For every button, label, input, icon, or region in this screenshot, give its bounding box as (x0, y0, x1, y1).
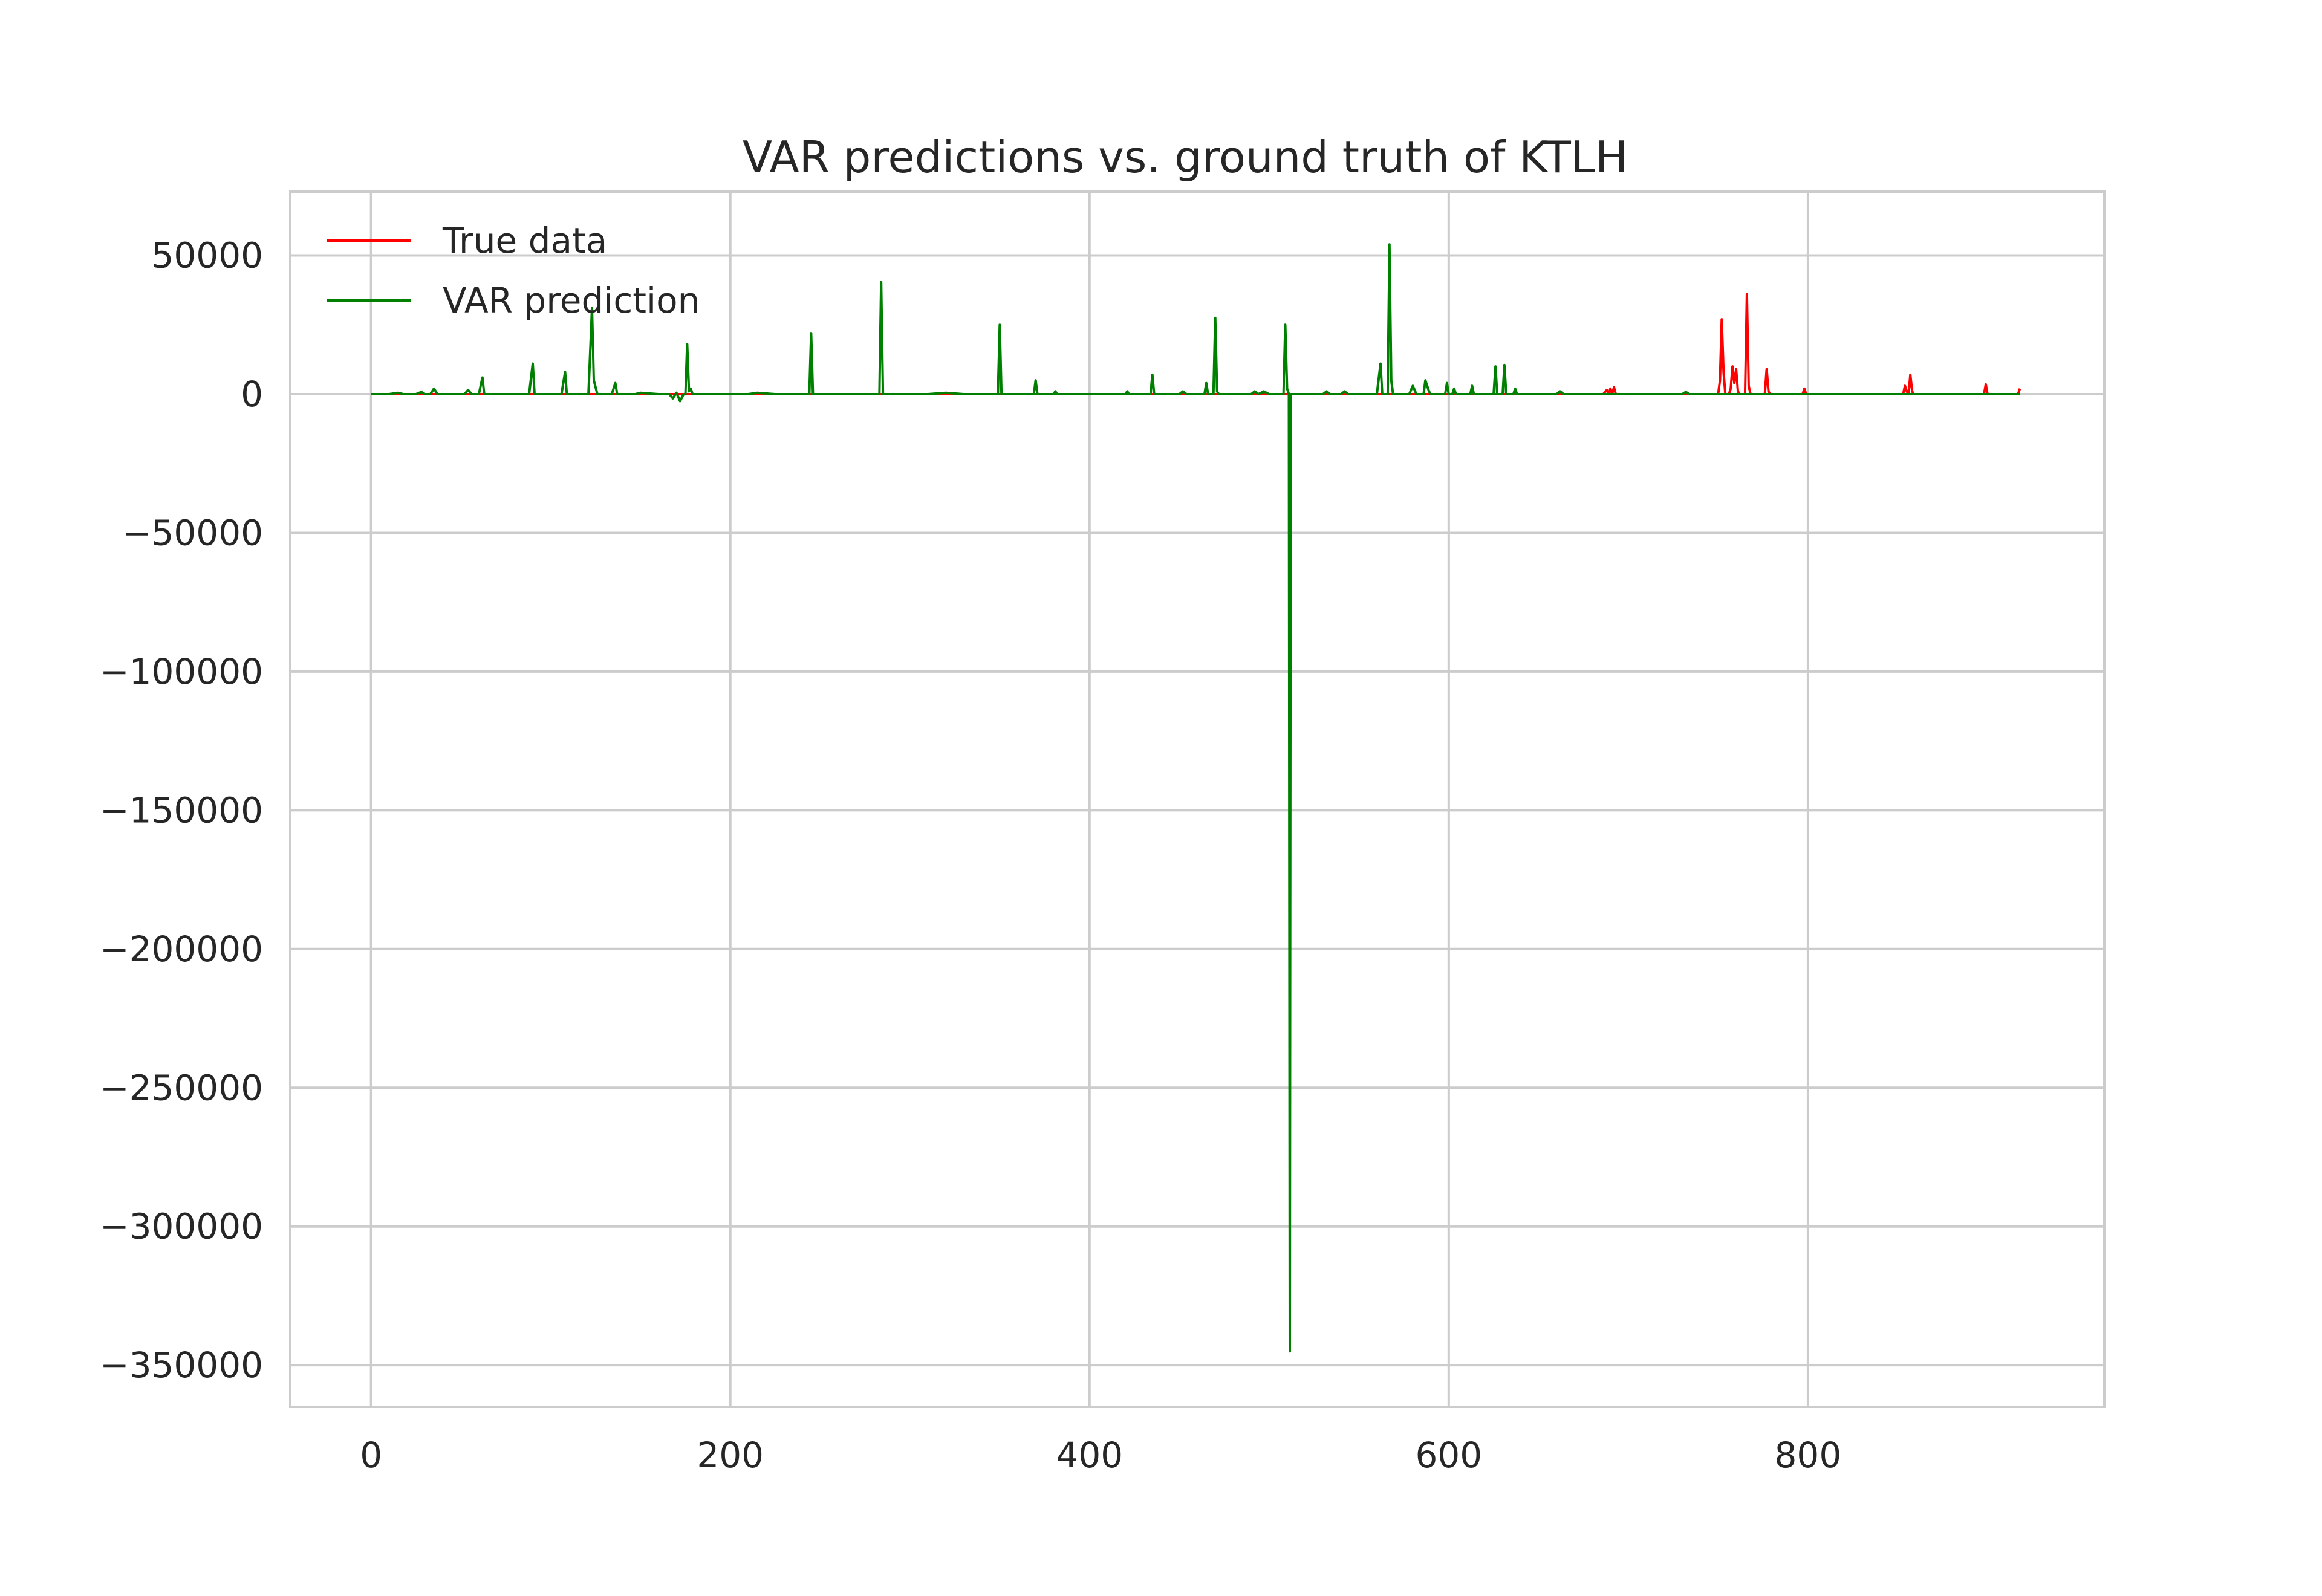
y-tick-label: −250000 (100, 1067, 263, 1108)
plot-frame (289, 190, 2106, 1408)
x-tick-labels: 0 200 400 600 800 (360, 1435, 1841, 1476)
x-tick-label: 800 (1775, 1435, 1842, 1476)
x-tick-label: 400 (1056, 1435, 1123, 1476)
series-line-var-prediction (371, 243, 2020, 1353)
y-tick-label: −350000 (100, 1345, 263, 1386)
x-tick-label: 200 (697, 1435, 764, 1476)
y-tick-label: 0 (241, 374, 263, 415)
chart-title: VAR predictions vs. ground truth of KTLH (743, 132, 1628, 183)
y-tick-label: −100000 (100, 651, 263, 692)
x-tick-label: 0 (360, 1435, 382, 1476)
y-tick-label: −50000 (122, 512, 263, 553)
legend-label-var-prediction: VAR prediction (443, 280, 700, 321)
y-tick-label: −150000 (100, 790, 263, 831)
x-tick-label: 600 (1415, 1435, 1482, 1476)
y-tick-label: −200000 (100, 929, 263, 970)
legend-label-true-data: True data (442, 220, 607, 261)
legend: True data VAR prediction (327, 220, 700, 321)
y-tick-labels: 50000 0 −50000 −100000 −150000 −200000 −250000… (100, 235, 263, 1386)
y-tick-label: −300000 (100, 1206, 263, 1247)
y-tick-label: 50000 (151, 235, 263, 276)
data-series (371, 243, 2021, 1353)
